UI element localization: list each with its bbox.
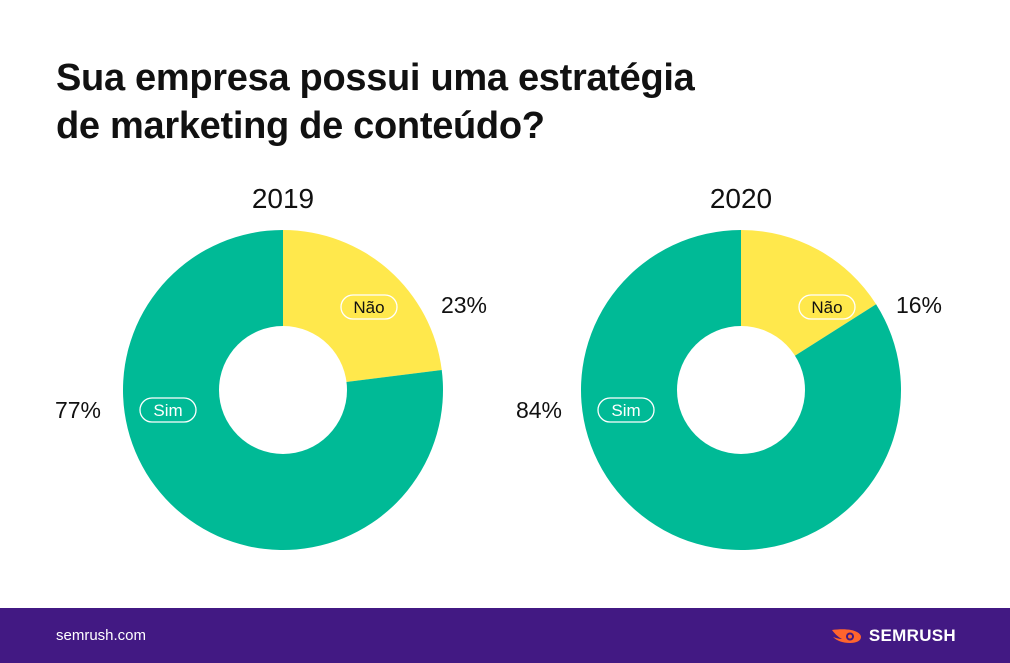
brand-logo: SEMRUSH: [829, 625, 956, 647]
category-label: Não: [811, 298, 842, 317]
donut-chart-2019: 2019 Sim 77% Não 23%: [55, 183, 487, 550]
category-pill: [139, 397, 197, 423]
category-label: Sim: [611, 401, 640, 420]
chart-title: 2020: [710, 183, 772, 214]
donut-hole: [219, 326, 347, 454]
category-label: Não: [353, 298, 384, 317]
footer-bar: semrush.com SEMRUSH: [0, 608, 1010, 663]
chart-title: 2019: [252, 183, 314, 214]
value-label: 23%: [441, 292, 487, 318]
value-label: 84%: [516, 397, 562, 423]
brand-name: SEMRUSH: [868, 626, 956, 645]
donut-chart-2020: 2020 Sim 84% Não 16%: [516, 183, 942, 551]
donut-charts: 2019 Sim 77% Não 23% 2020 Sim 84% Não 16%: [55, 183, 942, 551]
donut-hole: [677, 326, 805, 454]
category-label: Sim: [153, 401, 182, 420]
value-label: 16%: [896, 292, 942, 318]
category-pill: [798, 294, 856, 320]
page-title: Sua empresa possui uma estratégia de mar…: [56, 54, 816, 150]
title-line-2: de marketing de conteúdo?: [56, 105, 545, 147]
title-line-1: Sua empresa possui uma estratégia: [56, 57, 695, 99]
footer-url[interactable]: semrush.com: [56, 627, 147, 644]
value-label: 77%: [55, 397, 101, 423]
category-pill: [597, 397, 655, 423]
semrush-fire-icon: [831, 629, 861, 643]
category-pill: [340, 294, 398, 320]
